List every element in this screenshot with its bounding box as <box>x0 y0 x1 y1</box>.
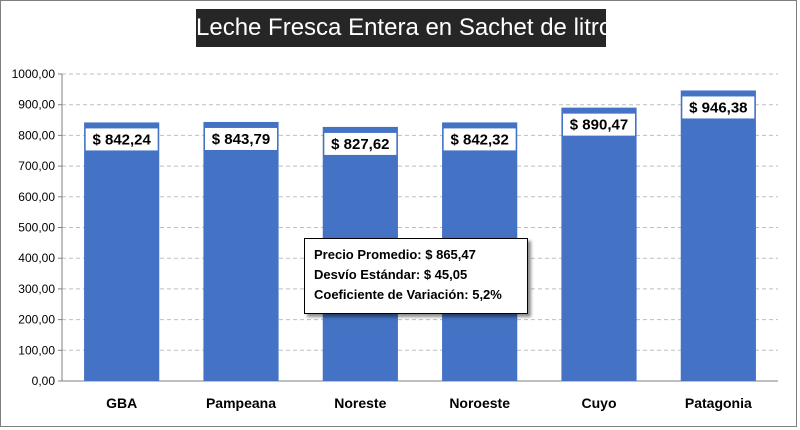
x-tick-label: Noreste <box>334 395 386 411</box>
data-label-box <box>443 128 516 151</box>
bar <box>203 121 279 381</box>
y-tick-label: 400,00 <box>18 251 55 265</box>
average-price-text: Precio Promedio: $ 865,47 <box>314 247 476 262</box>
x-tick-label: Patagonia <box>685 395 752 411</box>
bar <box>680 90 756 382</box>
axes <box>58 73 778 382</box>
y-tick-label: 200,00 <box>18 313 55 327</box>
bar <box>561 107 637 382</box>
variation-coefficient-text: Coeficiente de Variación: 5,2% <box>314 287 502 302</box>
data-label: $ 842,24 <box>92 131 151 148</box>
std-deviation-text: Desvío Estándar: $ 45,05 <box>314 267 468 282</box>
data-label: $ 843,79 <box>212 131 270 148</box>
y-tick-label: 100,00 <box>18 343 55 357</box>
y-tick-label: 700,00 <box>18 159 55 173</box>
x-tick-label: Cuyo <box>582 395 617 411</box>
y-tick-label: 500,00 <box>18 221 55 235</box>
y-tick-label: 800,00 <box>18 128 55 142</box>
x-tick-label: GBA <box>106 395 137 411</box>
y-tick-label: 900,00 <box>18 98 55 112</box>
chart-title: Leche Fresca Entera en Sachet de litro <box>196 9 612 47</box>
data-label-box <box>324 132 397 155</box>
data-label: $ 890,47 <box>570 117 628 134</box>
y-tick-label: 300,00 <box>18 282 55 296</box>
data-label-box <box>85 128 158 151</box>
data-label: $ 842,32 <box>450 131 508 148</box>
data-label: $ 827,62 <box>331 136 389 153</box>
y-tick-label: 0,00 <box>32 374 56 388</box>
data-label-box <box>205 127 277 150</box>
data-label-box <box>563 113 635 136</box>
data-label: $ 946,38 <box>689 99 747 116</box>
bars <box>84 90 756 382</box>
x-tick-label: Noroeste <box>449 395 510 411</box>
y-tick-label: 1000,00 <box>12 67 56 81</box>
data-labels: $ 842,24 $ 843,79 $ 827,62 $ 842,32 $ 890,47… <box>85 96 755 155</box>
y-tick-label: 600,00 <box>18 190 55 204</box>
stats-annotation: Precio Promedio: $ 865,47 Desvío Estánda… <box>304 238 528 314</box>
tick-labels: 0,00 100,00 200,00 300,00 400,00 500,00 600,00… <box>12 67 752 411</box>
x-tick-label: Pampeana <box>206 395 276 411</box>
bar <box>84 122 160 382</box>
data-label-box <box>682 96 755 119</box>
